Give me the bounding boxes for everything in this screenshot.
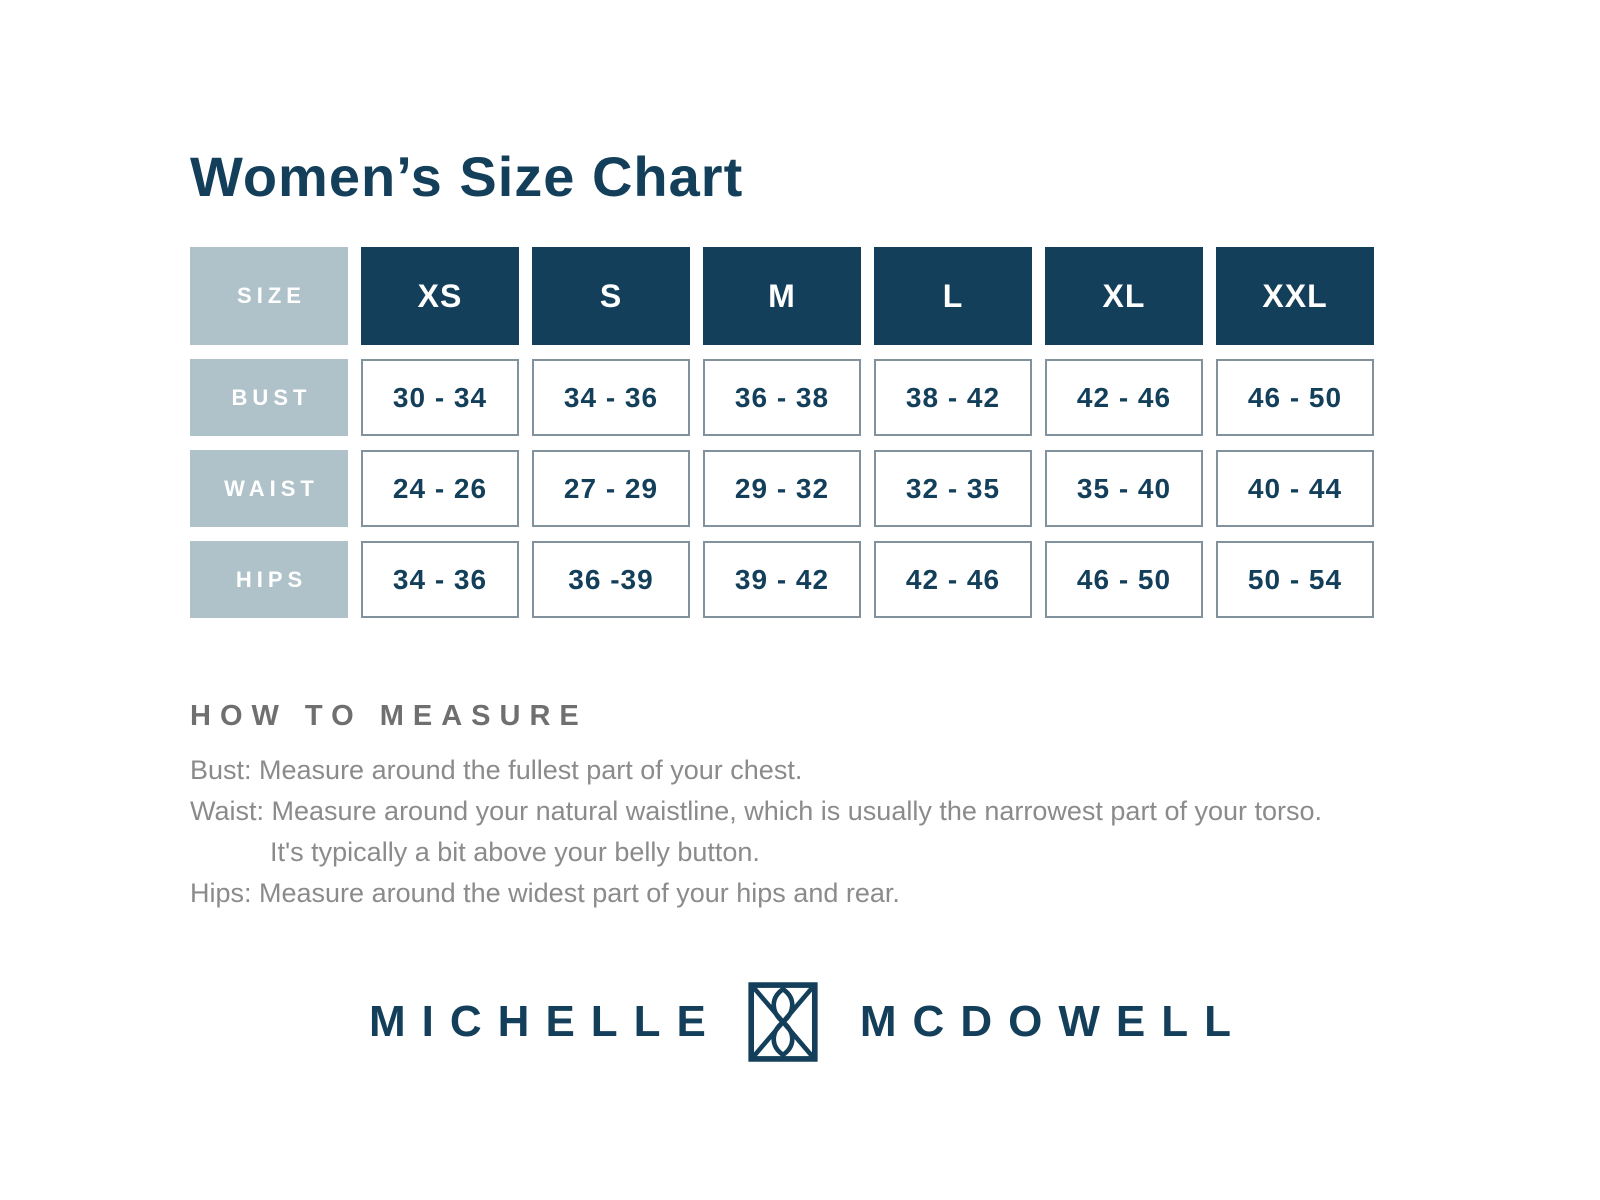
size-chart-table: SIZE XS S M L XL XXL BUST 30 - 34 34 - 36 36 - 38 3… xyxy=(190,247,1374,618)
hips-value-cell: 39 - 42 xyxy=(703,541,861,618)
bust-value-cell: 34 - 36 xyxy=(532,359,690,436)
size-column-header-xxl: XXL xyxy=(1216,247,1374,345)
hips-value-cell: 42 - 46 xyxy=(874,541,1032,618)
waist-value-cell: 35 - 40 xyxy=(1045,450,1203,527)
brand-name-mcdowell: MCDOWELL xyxy=(859,997,1247,1046)
measure-line-hips: Hips: Measure around the widest part of … xyxy=(190,878,900,908)
waist-value-cell: 27 - 29 xyxy=(532,450,690,527)
bust-value-cell: 38 - 42 xyxy=(874,359,1032,436)
row-label-waist: WAIST xyxy=(190,450,348,527)
hips-value-cell: 46 - 50 xyxy=(1045,541,1203,618)
size-column-header-xs: XS xyxy=(361,247,519,345)
waist-value-cell: 24 - 26 xyxy=(361,450,519,527)
size-header-label-cell: SIZE xyxy=(190,247,348,345)
bust-value-cell: 36 - 38 xyxy=(703,359,861,436)
page-title: Women’s Size Chart xyxy=(190,145,744,208)
measure-line-bust: Bust: Measure around the fullest part of… xyxy=(190,755,803,785)
size-column-header-s: S xyxy=(532,247,690,345)
hips-value-cell: 36 -39 xyxy=(532,541,690,618)
hips-value-cell: 50 - 54 xyxy=(1216,541,1374,618)
how-to-measure-text: Bust: Measure around the fullest part of… xyxy=(190,750,1440,914)
measure-line-waist-continued: It's typically a bit above your belly bu… xyxy=(270,837,760,867)
row-label-hips: HIPS xyxy=(190,541,348,618)
ribbon-monogram-icon xyxy=(748,982,818,1062)
how-to-measure-heading: HOW TO MEASURE xyxy=(190,700,588,732)
brand-name-michelle: MICHELLE xyxy=(369,997,722,1046)
bust-value-cell: 30 - 34 xyxy=(361,359,519,436)
size-column-header-m: M xyxy=(703,247,861,345)
brand-logo: MICHELLE MCDOWELL xyxy=(0,982,1600,1062)
bust-value-cell: 42 - 46 xyxy=(1045,359,1203,436)
hips-value-cell: 34 - 36 xyxy=(361,541,519,618)
row-label-bust: BUST xyxy=(190,359,348,436)
waist-value-cell: 40 - 44 xyxy=(1216,450,1374,527)
waist-value-cell: 32 - 35 xyxy=(874,450,1032,527)
size-column-header-l: L xyxy=(874,247,1032,345)
bust-value-cell: 46 - 50 xyxy=(1216,359,1374,436)
measure-line-waist: Waist: Measure around your natural waist… xyxy=(190,796,1323,826)
waist-value-cell: 29 - 32 xyxy=(703,450,861,527)
size-column-header-xl: XL xyxy=(1045,247,1203,345)
